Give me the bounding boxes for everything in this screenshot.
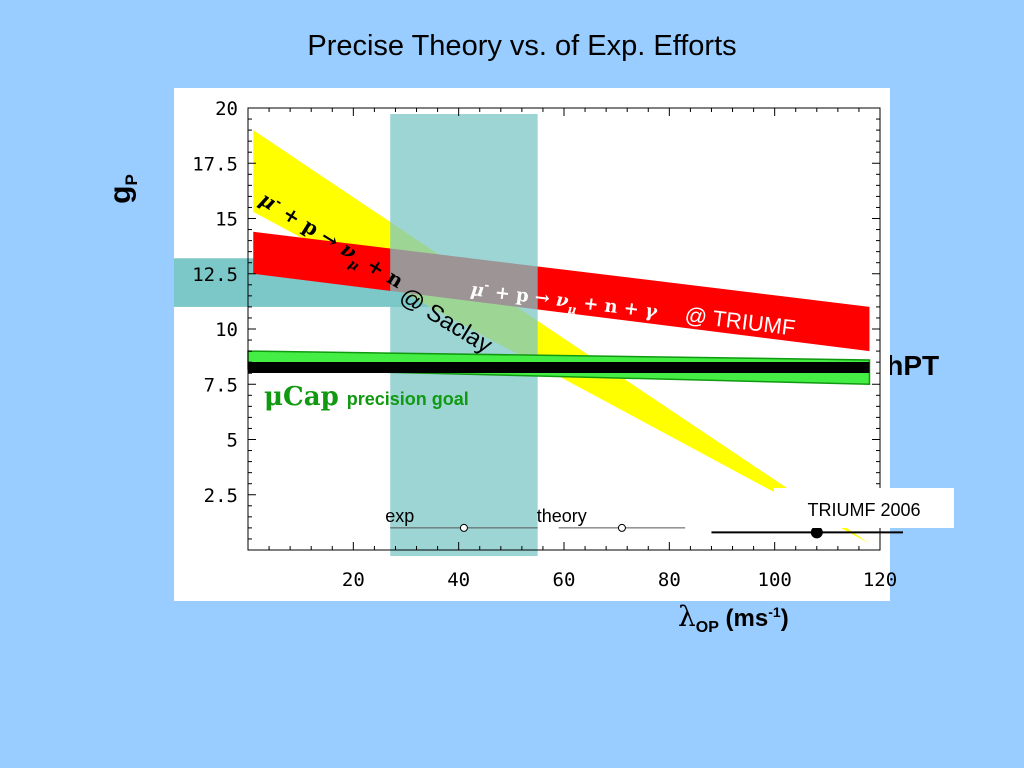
triumf-2006-layer: TRIUMF 2006 bbox=[711, 488, 954, 539]
exp-legend-label: exp bbox=[385, 506, 414, 526]
y-tick-label: 7.5 bbox=[204, 374, 238, 396]
axes-layer: 2.5 5 7.5 10 12.5 15 17.5 20 20 40 60 80 100 120 bbox=[192, 98, 897, 591]
triumf-nu: ν bbox=[555, 290, 570, 312]
legend-layer: exp theory bbox=[385, 506, 686, 532]
x-tick-label: 20 bbox=[342, 569, 365, 591]
mucap-main: μCap bbox=[264, 382, 339, 412]
triumf-mu: μ bbox=[469, 279, 485, 301]
x-axis-label: λOP (ms-1) bbox=[678, 600, 789, 637]
y-tick-label: 20 bbox=[215, 98, 238, 120]
theory-point bbox=[617, 523, 626, 532]
y-tick-label: 17.5 bbox=[192, 153, 238, 175]
x-tick-label: 120 bbox=[863, 569, 897, 591]
x-tick-label: 80 bbox=[658, 569, 681, 591]
x-tick-label: 40 bbox=[447, 569, 470, 591]
bands-layer bbox=[174, 114, 871, 556]
exp-point bbox=[459, 523, 468, 532]
y-tick-label: 15 bbox=[215, 209, 238, 231]
x-tick-label: 60 bbox=[553, 569, 576, 591]
x-axis-label-sub: OP bbox=[695, 618, 719, 636]
x-axis-unit-post: ) bbox=[780, 605, 789, 632]
y-tick-label: 10 bbox=[215, 319, 238, 341]
triumf-2006-point bbox=[810, 526, 823, 539]
exp-vertical-band bbox=[390, 114, 538, 556]
triumf-minus: - bbox=[484, 278, 491, 293]
mucap-label: μCap precision goal bbox=[264, 382, 469, 412]
slide-title: Precise Theory vs. of Exp. Efforts bbox=[307, 30, 737, 62]
mucap-rest: precision goal bbox=[347, 389, 469, 409]
y-tick-label: 5 bbox=[227, 430, 238, 452]
x-axis-unit-pre: (ms bbox=[725, 605, 769, 632]
y-tick-label: 2.5 bbox=[204, 485, 238, 507]
theory-legend-label: theory bbox=[537, 506, 587, 526]
triumf-nu-sub: μ bbox=[567, 302, 578, 317]
y-tick-label: 12.5 bbox=[192, 264, 238, 286]
x-axis-label-symbol: λ bbox=[678, 600, 696, 633]
triumf-gamma: γ bbox=[644, 300, 659, 322]
triumf-2006-label: TRIUMF 2006 bbox=[807, 500, 920, 520]
x-axis-unit-sup: -1 bbox=[768, 604, 781, 620]
x-tick-label: 100 bbox=[758, 569, 792, 591]
triumf-2006-box bbox=[774, 488, 954, 528]
